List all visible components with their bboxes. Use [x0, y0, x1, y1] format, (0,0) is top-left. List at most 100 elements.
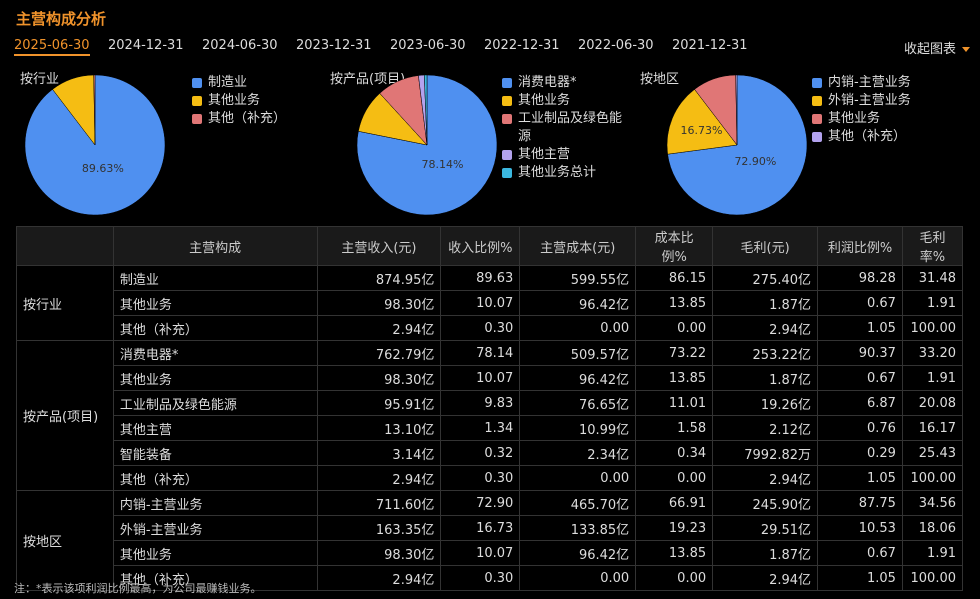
- value-cell: 13.10亿: [316, 415, 442, 441]
- value-cell: 72.90: [440, 490, 521, 516]
- value-cell: 2.12亿: [712, 415, 819, 441]
- pie-slice[interactable]: [735, 74, 738, 146]
- header-cell: [16, 226, 114, 266]
- value-cell: 6.87: [817, 390, 903, 416]
- legend-item[interactable]: 其他业务总计: [502, 164, 642, 182]
- legend-item[interactable]: 其他（补充）: [192, 110, 286, 128]
- pie-title: 按行业: [20, 72, 60, 87]
- legend-label: 其他主营: [518, 147, 571, 162]
- value-cell: 25.43: [901, 440, 964, 466]
- tab-period[interactable]: 2024-12-31: [108, 38, 184, 53]
- value-cell: 1.87亿: [712, 540, 819, 566]
- tab-period[interactable]: 2023-12-31: [296, 38, 372, 53]
- value-cell: 253.22亿: [712, 340, 819, 366]
- value-cell: 0.00: [635, 465, 714, 491]
- item-name-cell: 其他（补充）: [112, 315, 318, 341]
- value-cell: 163.35亿: [316, 515, 442, 541]
- tab-period[interactable]: 2023-06-30: [390, 38, 466, 53]
- pie-slice[interactable]: [666, 88, 738, 155]
- value-cell: 0.30: [440, 315, 521, 341]
- value-cell: 76.65亿: [519, 390, 637, 416]
- value-cell: 874.95亿: [316, 265, 442, 291]
- tab-period[interactable]: 2024-06-30: [202, 38, 278, 53]
- value-cell: 2.94亿: [316, 565, 442, 591]
- value-cell: 19.23: [635, 515, 714, 541]
- value-cell: 34.56: [901, 490, 964, 516]
- composition-table: 主营构成 主营收入(元) 收入比例% 主营成本(元) 成本比例% 毛利(元) 利…: [16, 226, 964, 591]
- legend-item[interactable]: 其他业务: [812, 110, 911, 128]
- value-cell: 13.85: [635, 365, 714, 391]
- value-cell: 9.83: [440, 390, 521, 416]
- legend-item[interactable]: 制造业: [192, 74, 286, 92]
- value-cell: 98.30亿: [316, 365, 442, 391]
- pie-slice[interactable]: [424, 74, 428, 146]
- table-row: 其他（补充） 2.94亿 0.30 0.00 0.00 2.94亿 1.05 100.00: [17, 465, 964, 491]
- value-cell: 0.00: [635, 315, 714, 341]
- table-row: 其他业务 98.30亿 10.07 96.42亿 13.85 1.87亿 0.67 1.91: [17, 540, 964, 566]
- pie-slice[interactable]: [667, 74, 808, 216]
- legend-item[interactable]: 工业制品及绿色能: [502, 110, 642, 128]
- value-cell: 0.00: [519, 465, 637, 491]
- value-cell: 275.40亿: [712, 265, 819, 291]
- value-cell: 100.00: [901, 565, 964, 591]
- pie-svg: 78.14%: [356, 74, 498, 216]
- value-cell: 2.94亿: [712, 565, 819, 591]
- value-cell: 95.91亿: [316, 390, 442, 416]
- value-cell: 29.51亿: [712, 515, 819, 541]
- legend-item[interactable]: 源: [502, 128, 642, 146]
- value-cell: 96.42亿: [519, 540, 637, 566]
- value-cell: 2.94亿: [712, 315, 819, 341]
- pie-chart-industry: 按行业 89.63% 制造业 其他业务 其他（补充）: [10, 66, 310, 221]
- value-cell: 1.34: [440, 415, 521, 441]
- value-cell: 0.67: [817, 540, 903, 566]
- legend-swatch: [812, 78, 822, 88]
- legend-label: 其他（补充）: [828, 129, 907, 144]
- legend-swatch: [812, 114, 822, 124]
- legend-item[interactable]: 外销-主营业务: [812, 92, 911, 110]
- legend-swatch: [502, 114, 512, 124]
- tab-period[interactable]: 2025-06-30: [14, 38, 90, 56]
- value-cell: 133.85亿: [519, 515, 637, 541]
- header-cell: 主营成本(元): [519, 226, 637, 266]
- pie-legend: 制造业 其他业务 其他（补充）: [192, 74, 286, 128]
- legend-item[interactable]: 其他（补充）: [812, 128, 911, 146]
- caret-down-icon: [962, 47, 970, 52]
- pie-data-label: 89.63%: [82, 162, 124, 175]
- pie-slice[interactable]: [356, 74, 498, 216]
- table-row: 按行业 制造业 874.95亿 89.63 599.55亿 86.15 275.40亿 98.…: [16, 265, 964, 341]
- pie-slice[interactable]: [93, 74, 96, 146]
- legend-label: 其他业务: [518, 93, 571, 108]
- item-name-cell: 外销-主营业务: [112, 515, 318, 541]
- value-cell: 0.00: [519, 315, 637, 341]
- value-cell: 0.67: [817, 290, 903, 316]
- legend-item[interactable]: 内销-主营业务: [812, 74, 911, 92]
- value-cell: 11.01: [635, 390, 714, 416]
- tab-period[interactable]: 2021-12-31: [672, 38, 748, 53]
- legend-item[interactable]: 其他主营: [502, 146, 642, 164]
- legend-label: 消费电器*: [518, 75, 577, 90]
- legend-label: 其他业务总计: [518, 165, 597, 180]
- collapse-chart-button[interactable]: 收起图表: [904, 38, 970, 57]
- legend-item[interactable]: 消费电器*: [502, 74, 642, 92]
- legend-item[interactable]: 其他业务: [502, 92, 642, 110]
- group-label: 按行业: [16, 265, 114, 341]
- tab-period[interactable]: 2022-12-31: [484, 38, 560, 53]
- value-cell: 86.15: [635, 265, 714, 291]
- value-cell: 78.14: [440, 340, 521, 366]
- pie-chart-region: 按地区 72.90% 16.73% 内销-主营业务 外销-主营业务 其他业务 其他（补充…: [640, 66, 940, 221]
- value-cell: 7992.82万: [712, 440, 819, 466]
- header-cell: 主营构成: [112, 226, 318, 266]
- value-cell: 98.30亿: [316, 540, 442, 566]
- tab-period[interactable]: 2022-06-30: [578, 38, 654, 53]
- table-row: 智能装备 3.14亿 0.32 2.34亿 0.34 7992.82万 0.29 25.43: [17, 440, 964, 466]
- value-cell: 90.37: [817, 340, 903, 366]
- value-cell: 10.07: [440, 540, 521, 566]
- value-cell: 1.91: [901, 365, 964, 391]
- value-cell: 509.57亿: [519, 340, 637, 366]
- legend-label: 其他业务: [828, 111, 881, 126]
- table-row: 其他主营 13.10亿 1.34 10.99亿 1.58 2.12亿 0.76 16.17: [17, 415, 964, 441]
- value-cell: 465.70亿: [519, 490, 637, 516]
- value-cell: 2.94亿: [316, 315, 442, 341]
- legend-item[interactable]: 其他业务: [192, 92, 286, 110]
- value-cell: 33.20: [901, 340, 964, 366]
